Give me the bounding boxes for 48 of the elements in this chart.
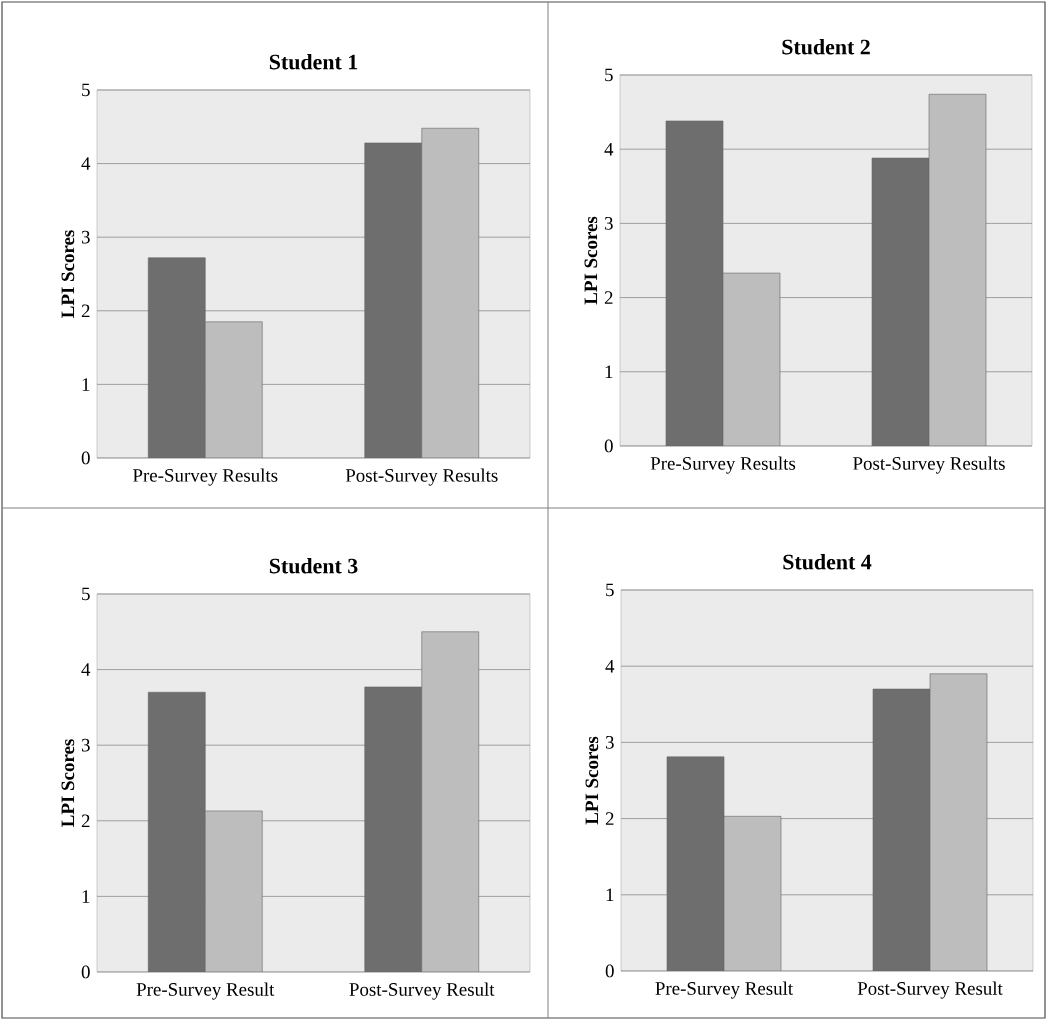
chart-title: Student 4 [783, 554, 872, 570]
y-axis-title: LPI Scores [585, 736, 599, 825]
y-tick-label: 3 [81, 230, 90, 244]
bar [929, 673, 988, 971]
chart-title: Student 1 [269, 54, 358, 70]
y-tick-label: 0 [604, 439, 613, 453]
y-tick-label: 1 [82, 378, 90, 391]
y-tick-label: 5 [606, 583, 614, 597]
y-tick-label: 5 [82, 587, 90, 601]
chart-title: Student 2 [782, 39, 870, 55]
x-tick-label: Pre-Survey Results [650, 456, 796, 474]
y-tick-label: 1 [605, 365, 613, 379]
y-tick-label: 4 [605, 659, 615, 673]
x-tick-label: Post-Survey Results [345, 468, 498, 486]
y-tick-label: 3 [81, 738, 90, 752]
bar [421, 127, 480, 458]
x-tick-label: Post-Survey Result [857, 981, 1003, 999]
x-tick-label: Post-Survey Result [349, 982, 495, 1000]
y-tick-label: 0 [81, 451, 90, 465]
bar [204, 810, 263, 972]
x-tick-label: Pre-Survey Result [136, 982, 275, 1000]
y-tick-label: 2 [81, 304, 90, 318]
y-tick-label: 1 [606, 888, 614, 902]
chart-title: Student 3 [269, 558, 358, 574]
bar [204, 321, 263, 458]
y-tick-label: 1 [82, 890, 90, 903]
x-tick-label: Post-Survey Results [853, 456, 1005, 474]
y-axis-title: LPI Scores [61, 230, 75, 318]
y-tick-label: 2 [605, 812, 614, 825]
x-tick-label: Pre-Survey Results [132, 468, 278, 486]
bar [928, 93, 987, 446]
bar [723, 816, 782, 971]
y-tick-label: 4 [81, 663, 91, 676]
y-tick-label: 4 [604, 142, 614, 156]
y-tick-label: 3 [605, 736, 614, 749]
y-tick-label: 5 [82, 83, 90, 97]
y-tick-label: 4 [81, 157, 91, 170]
y-axis-title: LPI Scores [61, 739, 75, 827]
y-tick-label: 3 [604, 217, 613, 230]
x-tick-label: Pre-Survey Result [655, 981, 794, 999]
bar [421, 631, 480, 972]
y-tick-label: 2 [81, 814, 90, 828]
y-tick-label: 2 [604, 291, 613, 304]
y-tick-label: 5 [605, 68, 613, 82]
y-axis-title: LPI Scores [584, 216, 598, 305]
y-tick-label: 0 [605, 964, 614, 978]
bar [722, 272, 781, 446]
y-tick-label: 0 [81, 965, 90, 979]
